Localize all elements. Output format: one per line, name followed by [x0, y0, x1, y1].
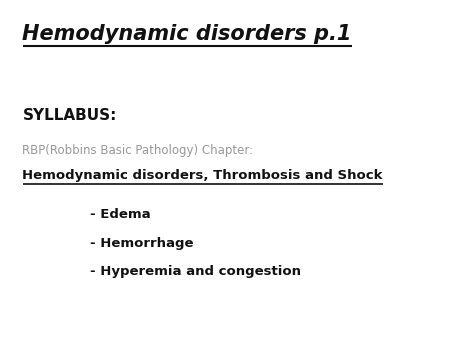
- Text: RBP(Robbins Basic Pathology) Chapter:: RBP(Robbins Basic Pathology) Chapter:: [22, 144, 254, 156]
- Text: SYLLABUS:: SYLLABUS:: [22, 108, 117, 123]
- Text: - Edema: - Edema: [90, 208, 151, 221]
- Text: Hemodynamic disorders, Thrombosis and Shock: Hemodynamic disorders, Thrombosis and Sh…: [22, 169, 383, 182]
- Text: - Hemorrhage: - Hemorrhage: [90, 237, 194, 249]
- Text: - Hyperemia and congestion: - Hyperemia and congestion: [90, 265, 301, 278]
- Text: Hemodynamic disorders p.1: Hemodynamic disorders p.1: [22, 24, 352, 44]
